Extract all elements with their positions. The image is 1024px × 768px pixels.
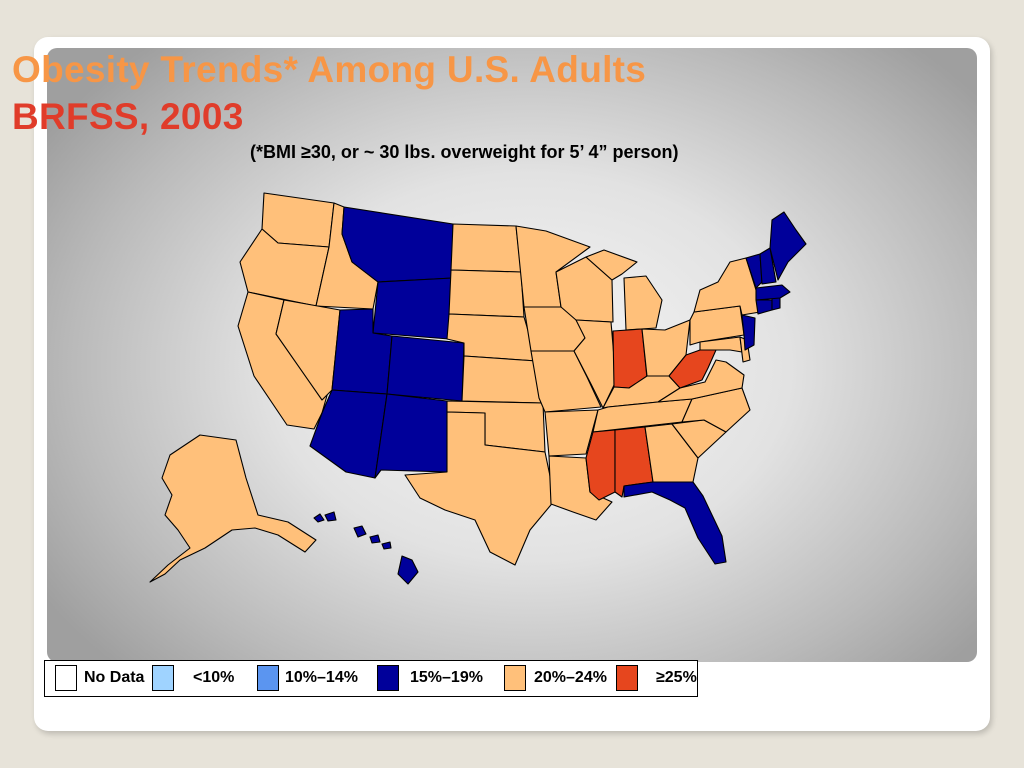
legend-swatch bbox=[616, 665, 638, 691]
slide-title-year: BRFSS, 2003 bbox=[12, 96, 244, 137]
state-VA[interactable] bbox=[657, 359, 745, 403]
state-CO[interactable] bbox=[386, 335, 465, 402]
slide-subtitle: (*BMI ≥30, or ~ 30 lbs. overweight for 5… bbox=[250, 142, 679, 162]
legend-swatch bbox=[504, 665, 526, 691]
state-MA[interactable] bbox=[755, 284, 791, 301]
legend-swatch bbox=[377, 665, 399, 691]
state-WY[interactable] bbox=[372, 277, 454, 340]
map-legend: No Data <10% 10%–14% 15%–19% 20%–24% ≥25… bbox=[44, 660, 698, 697]
legend-label: ≥25% bbox=[656, 669, 697, 686]
state-NV[interactable] bbox=[275, 299, 341, 401]
state-AR[interactable] bbox=[544, 409, 599, 457]
state-MS[interactable] bbox=[585, 429, 616, 501]
state-CT[interactable] bbox=[755, 299, 773, 315]
legend-label: 20%–24% bbox=[534, 669, 607, 686]
state-AK[interactable] bbox=[149, 434, 317, 583]
legend-swatch bbox=[152, 665, 174, 691]
state-GA[interactable] bbox=[644, 423, 699, 483]
legend-swatch bbox=[257, 665, 279, 691]
state-MI[interactable] bbox=[585, 249, 663, 331]
state-HI[interactable] bbox=[313, 511, 419, 585]
slide-title: Obesity Trends* Among U.S. Adults bbox=[12, 49, 647, 90]
legend-label: No Data bbox=[84, 669, 145, 686]
legend-swatch bbox=[55, 665, 77, 691]
legend-label: 15%–19% bbox=[410, 669, 483, 686]
state-SD[interactable] bbox=[448, 269, 525, 318]
state-NH[interactable] bbox=[759, 247, 777, 285]
state-NM[interactable] bbox=[374, 393, 448, 479]
state-IL[interactable] bbox=[573, 319, 617, 409]
state-NJ[interactable] bbox=[741, 314, 756, 351]
state-ME[interactable] bbox=[769, 211, 807, 281]
state-FL[interactable] bbox=[623, 481, 727, 565]
state-ND[interactable] bbox=[450, 223, 522, 273]
state-KS[interactable] bbox=[461, 355, 544, 404]
state-RI[interactable] bbox=[771, 297, 781, 311]
state-TX[interactable] bbox=[404, 411, 556, 566]
legend-label: 10%–14% bbox=[285, 669, 358, 686]
legend-label: <10% bbox=[193, 669, 235, 686]
